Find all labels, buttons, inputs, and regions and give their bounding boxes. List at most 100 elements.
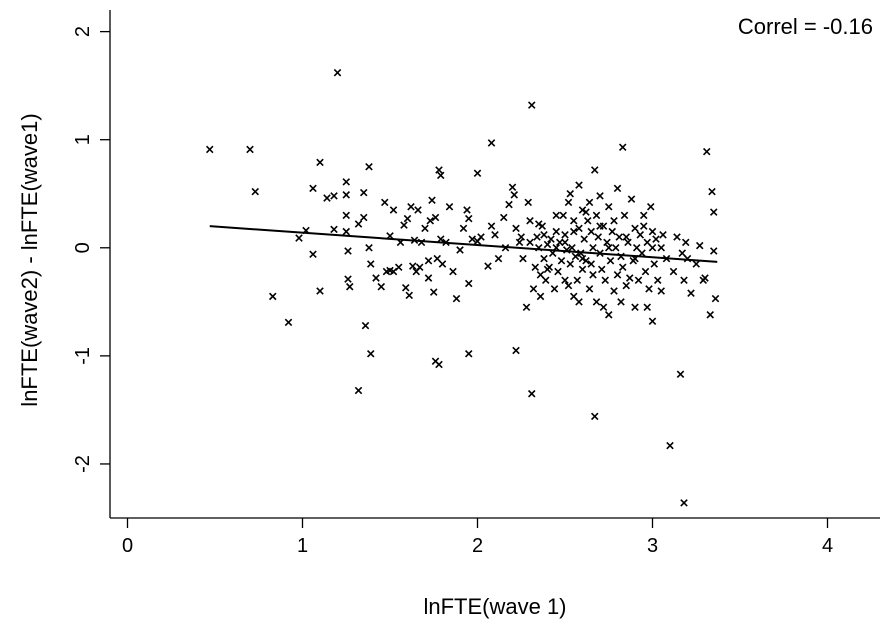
scatter-point: [596, 192, 604, 200]
scatter-point-stroke: [536, 271, 545, 279]
scatter-point-stroke: [407, 202, 415, 211]
scatter-point-stroke: [429, 288, 438, 296]
scatter-point-stroke: [527, 389, 536, 398]
scatter-point: [408, 262, 417, 270]
scatter-point: [669, 267, 678, 276]
scatter-point-stroke: [414, 206, 422, 214]
scatter-point-stroke: [657, 244, 666, 252]
y-tick-label: -2: [72, 455, 94, 473]
scatter-point: [646, 202, 655, 211]
scatter-point-stroke: [613, 184, 622, 193]
scatter-point: [543, 265, 552, 274]
scatter-point-stroke: [526, 238, 534, 247]
scatter-point: [620, 211, 629, 220]
scatter-point-stroke: [433, 254, 442, 263]
scatter-point: [552, 211, 561, 220]
scatter-point-stroke: [431, 213, 440, 222]
scatter-point-stroke: [648, 317, 657, 326]
scatter-point: [534, 220, 543, 228]
scatter-point: [601, 276, 610, 284]
scatter-point: [618, 263, 627, 272]
scatter-point-stroke: [401, 284, 410, 292]
scatter-point: [648, 317, 657, 326]
scatter-point-stroke: [683, 254, 692, 263]
scatter-point-stroke: [669, 267, 678, 276]
scatter-point-stroke: [400, 221, 408, 229]
scatter-point-stroke: [638, 249, 646, 257]
scatter-point-stroke: [431, 357, 440, 366]
scatter-point-stroke: [587, 227, 596, 236]
scatter-point-stroke: [456, 246, 464, 254]
scatter-point: [400, 221, 408, 229]
x-axis-title: lnFTE(wave 1): [423, 594, 566, 619]
scatter-point: [559, 211, 568, 220]
scatter-point-stroke: [342, 178, 351, 186]
scatter-point-stroke: [585, 285, 594, 293]
scatter-point-stroke: [421, 224, 429, 233]
scatter-point: [648, 244, 657, 252]
scatter-point-stroke: [646, 202, 655, 211]
scatter-point: [246, 145, 254, 154]
scatter-point: [491, 231, 499, 239]
scatter-point-stroke: [316, 287, 324, 295]
scatter-point: [634, 276, 643, 284]
y-axis-ticks: 2 1 0 -1 -2: [72, 26, 110, 473]
scatter-point-stroke: [538, 222, 547, 230]
scatter-point: [342, 211, 351, 220]
scatter-point: [456, 246, 464, 254]
scatter-point-stroke: [543, 265, 552, 274]
scatter-point-stroke: [561, 238, 569, 247]
x-axis-ticks: 0 1 2 3 4: [122, 518, 833, 557]
y-tick-label: -1: [72, 347, 94, 365]
scatter-point-stroke: [620, 211, 629, 220]
scatter-point-stroke: [617, 298, 625, 306]
scatter-point-stroke: [645, 285, 653, 293]
scatter-point-stroke: [491, 231, 499, 239]
scatter-point: [657, 244, 666, 252]
scatter-point: [582, 256, 590, 265]
scatter-point-stroke: [499, 213, 508, 222]
scatter-point-stroke: [403, 214, 412, 223]
scatter-point: [561, 238, 569, 247]
scatter-point: [365, 162, 373, 171]
scatter-point: [613, 271, 622, 279]
scatter-point: [639, 211, 648, 220]
scatter-point: [527, 389, 536, 398]
scatter-point: [359, 213, 368, 222]
scatter-point-stroke: [205, 145, 214, 154]
scatter-point-stroke: [701, 274, 709, 282]
scatter-point-stroke: [680, 499, 688, 507]
scatter-point: [695, 241, 704, 250]
scatter-point-stroke: [484, 262, 492, 270]
scatter-point-stroke: [436, 171, 445, 180]
scatter-point: [615, 233, 624, 241]
scatter-point-stroke: [618, 263, 627, 272]
scatter-point: [711, 294, 720, 303]
scatter-point-stroke: [559, 211, 568, 220]
scatter-point-stroke: [597, 265, 606, 274]
scatter-point: [515, 238, 524, 247]
scatter-point-stroke: [449, 267, 457, 276]
scatter-point-stroke: [631, 224, 639, 233]
scatter-point-stroke: [634, 276, 643, 284]
scatter-point: [653, 276, 662, 284]
scatter-point-stroke: [639, 222, 648, 230]
scatter-point-stroke: [316, 158, 324, 167]
scatter-point: [323, 194, 331, 202]
fit-line-layer: [209, 225, 718, 263]
scatter-point: [540, 231, 548, 239]
scatter-point: [631, 303, 639, 311]
scatter-point: [583, 217, 592, 225]
scatter-point-stroke: [618, 143, 627, 152]
scatter-point-stroke: [540, 254, 548, 263]
scatter-point-stroke: [566, 189, 575, 198]
scatter-point-stroke: [359, 213, 368, 222]
scatter-point: [659, 231, 667, 239]
scatter-point: [604, 311, 613, 319]
scatter-point-stroke: [631, 303, 639, 311]
scatter-point-stroke: [569, 227, 578, 236]
scatter-point-stroke: [564, 198, 573, 207]
scatter-point: [538, 222, 547, 230]
scatter-point-stroke: [554, 267, 562, 276]
